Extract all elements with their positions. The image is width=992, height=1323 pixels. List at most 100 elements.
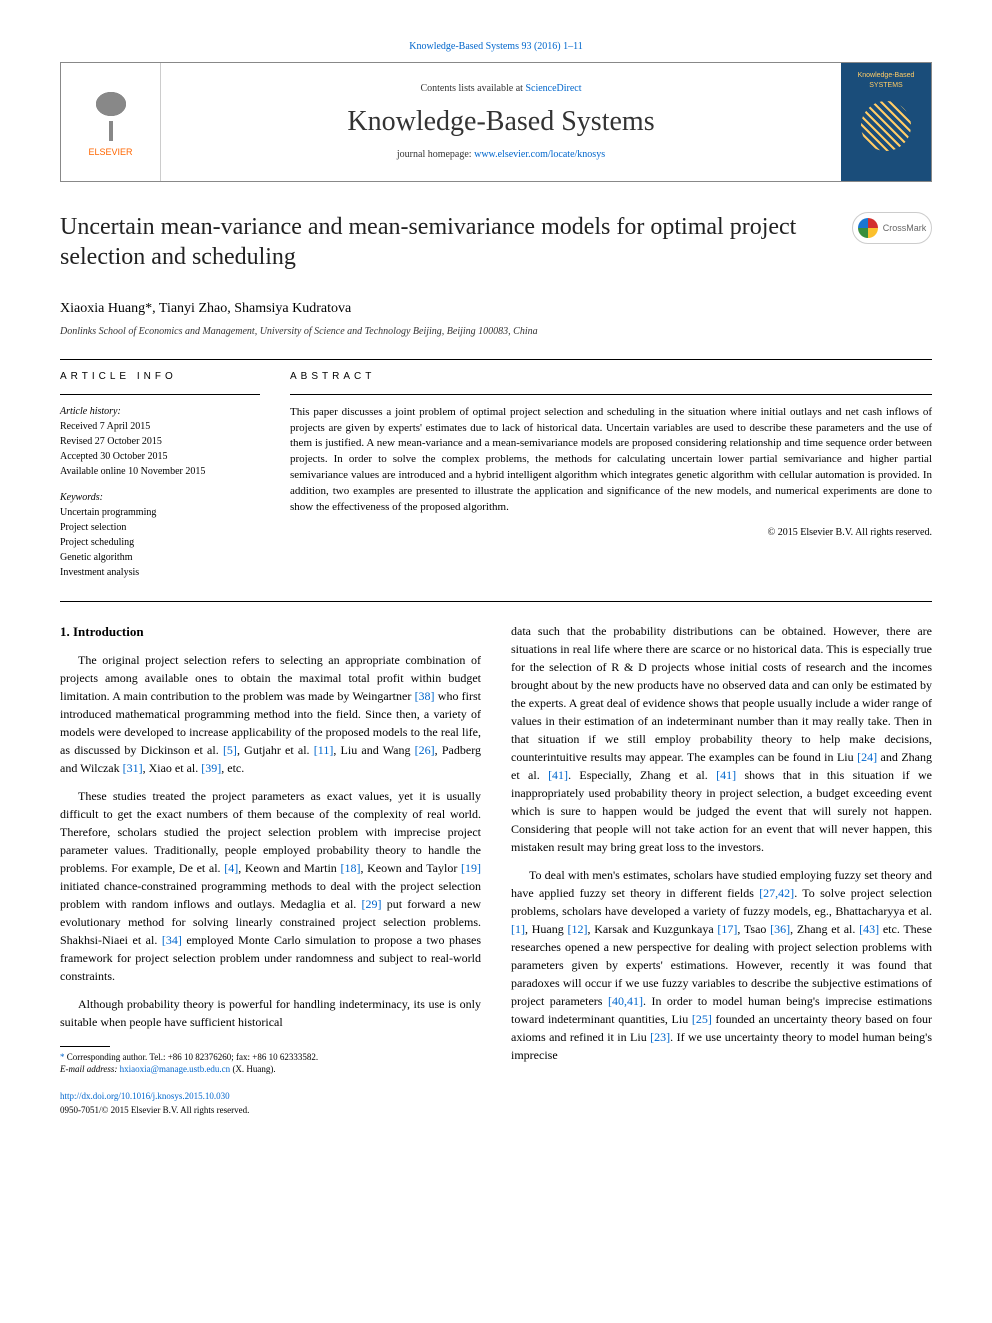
- crossmark-badge[interactable]: CrossMark: [852, 212, 932, 244]
- ref-link[interactable]: [23]: [650, 1030, 670, 1044]
- cover-graphic-icon: [861, 101, 911, 151]
- email-suffix: (X. Huang).: [230, 1064, 276, 1074]
- text-run: . Especially, Zhang et al.: [568, 768, 716, 782]
- keyword: Project selection: [60, 521, 260, 535]
- body-paragraph: These studies treated the project parame…: [60, 787, 481, 985]
- text-run: Corresponding author. Tel.: +86 10 82376…: [67, 1052, 318, 1062]
- info-row: ARTICLE INFO Article history: Received 7…: [60, 370, 932, 581]
- divider: [60, 394, 260, 395]
- keyword: Investment analysis: [60, 566, 260, 580]
- keyword: Project scheduling: [60, 536, 260, 550]
- body-paragraph: Although probability theory is powerful …: [60, 995, 481, 1031]
- body-columns: 1. Introduction The original project sel…: [60, 622, 932, 1118]
- crossmark-label: CrossMark: [883, 222, 927, 235]
- ref-link[interactable]: [17]: [717, 922, 737, 936]
- contents-line: Contents lists available at ScienceDirec…: [420, 82, 581, 96]
- ref-link[interactable]: [12]: [567, 922, 587, 936]
- journal-citation-link[interactable]: Knowledge-Based Systems 93 (2016) 1–11: [60, 40, 932, 54]
- abstract-block: ABSTRACT This paper discusses a joint pr…: [290, 370, 932, 581]
- sciencedirect-link[interactable]: ScienceDirect: [525, 83, 581, 94]
- ref-link[interactable]: [25]: [692, 1012, 712, 1026]
- ref-link[interactable]: [29]: [362, 897, 382, 911]
- ref-link[interactable]: [18]: [340, 861, 360, 875]
- ref-link[interactable]: [4]: [224, 861, 238, 875]
- text-run: , Tsao: [737, 922, 770, 936]
- affiliation: Donlinks School of Economics and Managem…: [60, 325, 932, 339]
- text-run: , etc.: [221, 761, 244, 775]
- ref-link[interactable]: [39]: [201, 761, 221, 775]
- article-title: Uncertain mean-variance and mean-semivar…: [60, 212, 832, 272]
- ref-link[interactable]: [43]: [859, 922, 879, 936]
- ref-link[interactable]: [31]: [123, 761, 143, 775]
- elsevier-tree-icon: [86, 86, 136, 146]
- text-run: , Liu and Wang: [333, 743, 414, 757]
- journal-name: Knowledge-Based Systems: [347, 102, 654, 141]
- ref-link[interactable]: [41]: [548, 768, 568, 782]
- ref-link[interactable]: [26]: [415, 743, 435, 757]
- abstract-text: This paper discusses a joint problem of …: [290, 405, 932, 517]
- header-center: Contents lists available at ScienceDirec…: [161, 63, 841, 181]
- history-revised: Revised 27 October 2015: [60, 435, 260, 449]
- divider: [290, 394, 932, 395]
- ref-link[interactable]: [27,42]: [759, 886, 794, 900]
- email-link[interactable]: hxiaoxia@manage.ustb.edu.cn: [120, 1064, 231, 1074]
- elsevier-label: ELSEVIER: [88, 146, 132, 159]
- doi-link[interactable]: http://dx.doi.org/10.1016/j.knosys.2015.…: [60, 1091, 230, 1101]
- elsevier-logo[interactable]: ELSEVIER: [61, 63, 161, 181]
- title-block: Uncertain mean-variance and mean-semivar…: [60, 212, 832, 284]
- text-run: , Xiao et al.: [143, 761, 202, 775]
- ref-link[interactable]: [40,41]: [608, 994, 643, 1008]
- section-1-heading: 1. Introduction: [60, 622, 481, 642]
- abstract-heading: ABSTRACT: [290, 370, 932, 384]
- history-label: Article history:: [60, 405, 260, 419]
- ref-link[interactable]: [11]: [314, 743, 334, 757]
- journal-cover-thumb[interactable]: Knowledge-Based SYSTEMS: [841, 63, 931, 181]
- ref-link[interactable]: [5]: [223, 743, 237, 757]
- homepage-prefix: journal homepage:: [397, 149, 474, 160]
- footnote-separator: [60, 1046, 110, 1047]
- title-row: Uncertain mean-variance and mean-semivar…: [60, 212, 932, 284]
- text-run: , Keown and Taylor: [360, 861, 461, 875]
- text-run: , Karsak and Kuzgunkaya: [587, 922, 717, 936]
- crossmark-circle-icon: [858, 218, 878, 238]
- history-received: Received 7 April 2015: [60, 420, 260, 434]
- divider: [60, 601, 932, 602]
- text-run: data such that the probability distribut…: [511, 624, 932, 764]
- footnote-email-line: E-mail address: hxiaoxia@manage.ustb.edu…: [60, 1064, 481, 1076]
- divider: [60, 359, 932, 360]
- text-run: , Zhang et al.: [790, 922, 859, 936]
- history-accepted: Accepted 30 October 2015: [60, 450, 260, 464]
- right-column: data such that the probability distribut…: [511, 622, 932, 1118]
- ref-link[interactable]: [1]: [511, 922, 525, 936]
- homepage-line: journal homepage: www.elsevier.com/locat…: [397, 148, 605, 162]
- abstract-copyright: © 2015 Elsevier B.V. All rights reserved…: [290, 526, 932, 540]
- ref-link[interactable]: [24]: [857, 750, 877, 764]
- ref-link[interactable]: [38]: [415, 689, 435, 703]
- text-run: , Gutjahr et al.: [237, 743, 314, 757]
- keyword: Genetic algorithm: [60, 551, 260, 565]
- homepage-link[interactable]: www.elsevier.com/locate/knosys: [474, 149, 605, 160]
- text-run: Although probability theory is powerful …: [60, 997, 481, 1029]
- email-label: E-mail address:: [60, 1064, 120, 1074]
- article-info-block: ARTICLE INFO Article history: Received 7…: [60, 370, 260, 581]
- left-column: 1. Introduction The original project sel…: [60, 622, 481, 1118]
- ref-link[interactable]: [34]: [162, 933, 182, 947]
- text-run: , Huang: [525, 922, 567, 936]
- body-paragraph: data such that the probability distribut…: [511, 622, 932, 856]
- cover-title: Knowledge-Based SYSTEMS: [845, 71, 927, 91]
- author-list: Xiaoxia Huang*, Tianyi Zhao, Shamsiya Ku…: [60, 299, 932, 319]
- ref-link[interactable]: [36]: [770, 922, 790, 936]
- journal-header-box: ELSEVIER Contents lists available at Sci…: [60, 62, 932, 182]
- keywords-block: Keywords: Uncertain programming Project …: [60, 491, 260, 580]
- ref-link[interactable]: [19]: [461, 861, 481, 875]
- ref-link[interactable]: [41]: [716, 768, 736, 782]
- article-info-heading: ARTICLE INFO: [60, 370, 260, 384]
- contents-prefix: Contents lists available at: [420, 83, 525, 94]
- issn-copyright: 0950-7051/© 2015 Elsevier B.V. All right…: [60, 1104, 481, 1118]
- body-paragraph: To deal with men's estimates, scholars h…: [511, 866, 932, 1064]
- doi-block: http://dx.doi.org/10.1016/j.knosys.2015.…: [60, 1090, 481, 1117]
- history-online: Available online 10 November 2015: [60, 465, 260, 479]
- body-paragraph: The original project selection refers to…: [60, 651, 481, 777]
- authors-text: Xiaoxia Huang*, Tianyi Zhao, Shamsiya Ku…: [60, 301, 351, 316]
- corresponding-author-footnote: * Corresponding author. Tel.: +86 10 823…: [60, 1052, 481, 1075]
